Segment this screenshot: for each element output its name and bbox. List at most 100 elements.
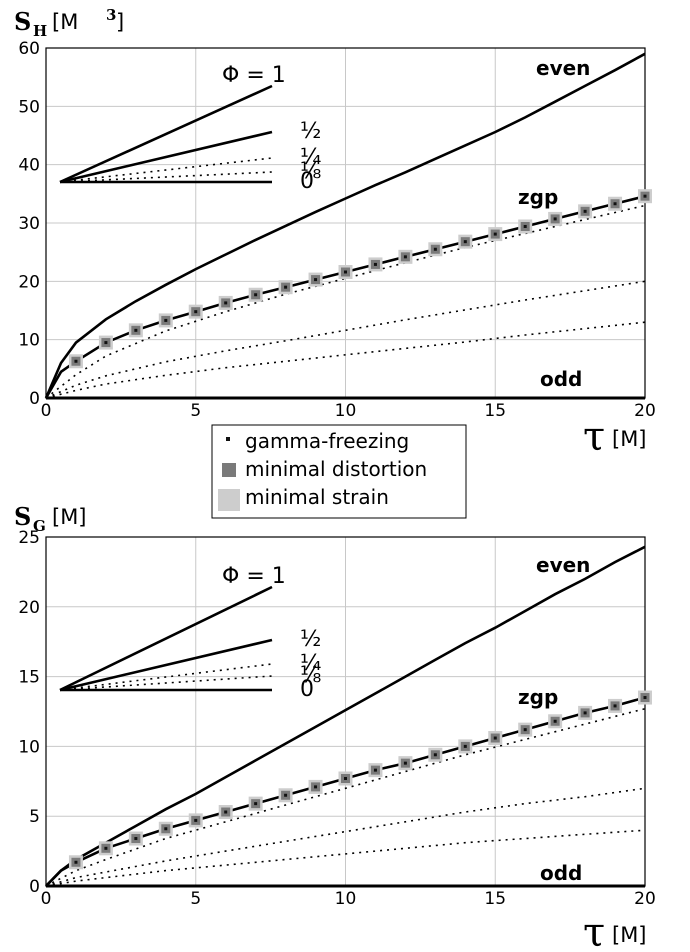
sg-series-line <box>45 707 646 887</box>
sg-ylabel-main: S <box>14 502 31 531</box>
sh-marker-gamma <box>643 194 647 198</box>
sg-marker-gamma <box>284 793 288 797</box>
sh-marker-gamma <box>74 359 78 363</box>
chart-sg: S G [M] 0 5 10 15 20 25 0 5 10 15 20 τ [M] even zg… <box>14 502 656 952</box>
sh-ylabel-unit-close: ] <box>116 10 124 34</box>
sg-marker-gamma <box>613 704 617 708</box>
legend-marker-strain <box>218 489 240 511</box>
sg-marker-gamma <box>314 785 318 789</box>
sg-marker-gamma <box>134 837 138 841</box>
sh-marker-gamma <box>284 285 288 289</box>
sg-marker-gamma <box>463 744 467 748</box>
sh-marker-gamma <box>314 278 318 282</box>
sg-xtick-label: 20 <box>634 889 656 909</box>
sg-xlabel-unit: [M] <box>612 923 647 947</box>
sh-inset-label: ¼ <box>300 145 321 170</box>
sg-marker-gamma <box>373 768 377 772</box>
chart-sh: S H [M 3 ] 0 10 20 30 40 50 60 0 5 10 15 20 τ [M] e… <box>14 6 656 460</box>
sh-marker-gamma <box>493 232 497 236</box>
sh-inset-line <box>59 157 273 183</box>
sh-series-line <box>45 321 646 399</box>
sh-inset-phi-value: = 1 <box>246 63 285 88</box>
sh-plot-area: 0 10 20 30 40 50 60 0 5 10 15 20 <box>18 39 655 421</box>
legend-marker-gamma <box>226 437 230 441</box>
sh-xtick-label: 15 <box>484 401 506 421</box>
sg-marker-gamma <box>523 728 527 732</box>
sg-marker-gamma <box>224 810 228 814</box>
legend-label-strain: minimal strain <box>245 485 389 509</box>
sh-marker-gamma <box>553 217 557 221</box>
sg-ytick-label: 20 <box>18 598 40 618</box>
sh-xtick-label: 10 <box>335 401 357 421</box>
sh-inset-line <box>59 130 273 184</box>
sh-ytick-label: 40 <box>18 156 40 176</box>
sg-inset-line <box>59 638 273 692</box>
sg-inset-label: ¼ <box>300 651 321 676</box>
sg-phi-inset: Φ = 1 ½¼⅛0 <box>59 564 321 702</box>
sh-inset-label: Φ = 1 <box>222 63 286 88</box>
sh-marker-gamma <box>373 262 377 266</box>
sh-marker-gamma <box>433 247 437 251</box>
sh-marker-gamma <box>224 301 228 305</box>
sh-marker-gamma <box>134 328 138 332</box>
sg-label-zgp: zgp <box>518 685 558 709</box>
sg-inset-label: Φ = 1 <box>222 564 286 589</box>
sh-xtick-label: 0 <box>41 401 52 421</box>
sh-xtick-label: 20 <box>634 401 656 421</box>
sh-marker-gamma <box>583 209 587 213</box>
sh-marker-gamma <box>164 318 168 322</box>
sg-ytick-label: 0 <box>29 877 40 897</box>
sh-marker-gamma <box>104 341 108 345</box>
sg-plot-area: 0 5 10 15 20 25 0 5 10 15 20 <box>18 528 655 909</box>
sg-marker-gamma <box>194 818 198 822</box>
sh-xtick-label: 5 <box>190 401 201 421</box>
sh-marker-gamma <box>523 225 527 228</box>
sg-marker-gamma <box>104 846 108 850</box>
legend-box <box>211 424 467 519</box>
sg-marker-gamma <box>433 753 437 757</box>
sg-xlabel-symbol: τ <box>583 910 605 952</box>
sh-series-line <box>44 194 646 399</box>
sg-ylabel-sub: G <box>33 517 46 535</box>
sg-ylabel-unit: [M] <box>52 505 87 529</box>
sg-inset-line <box>59 663 273 691</box>
sg-marker-gamma <box>254 802 258 806</box>
sg-inset-line <box>59 675 273 691</box>
sg-marker-gamma <box>344 777 347 781</box>
sg-marker-gamma <box>553 719 557 723</box>
sh-ytick-label: 50 <box>18 97 40 117</box>
sh-marker-gamma <box>194 310 198 314</box>
sh-ylabel-sub: H <box>33 22 47 40</box>
sg-series-line <box>45 787 646 887</box>
sg-marker-gamma <box>493 736 497 740</box>
sg-marker-gamma <box>74 860 78 864</box>
sh-xlabel-symbol: τ <box>583 414 605 460</box>
sh-ytick-label: 0 <box>29 389 40 409</box>
sg-inset-line <box>59 585 273 692</box>
legend-marker-distortion <box>222 463 236 477</box>
legend-label-distortion: minimal distortion <box>245 457 427 481</box>
sh-marker-gamma <box>344 270 347 274</box>
sh-xlabel-unit: [M] <box>612 427 647 451</box>
sg-label-even: even <box>536 553 590 577</box>
sh-ylabel-unit-sup: 3 <box>106 6 116 24</box>
sg-series-line <box>45 696 646 887</box>
sh-phi-inset: Φ = 1 ½¼⅛0 <box>59 63 321 194</box>
sh-ytick-label: 30 <box>18 214 40 234</box>
sg-series-line <box>45 829 646 887</box>
sg-marker-gamma <box>164 827 168 831</box>
sg-ytick-label: 15 <box>18 668 40 688</box>
sh-series-line <box>44 52 646 399</box>
sh-marker-gamma <box>403 255 407 259</box>
sh-marker-gamma <box>613 202 617 206</box>
legend: gamma-freezing minimal distortion minima… <box>211 424 467 519</box>
sg-inset-phi-value: = 1 <box>246 564 285 589</box>
sh-ytick-label: 20 <box>18 272 40 292</box>
sh-ylabel-unit: [M <box>52 10 78 34</box>
sg-marker-gamma <box>643 696 647 700</box>
sh-inset-phi-symbol: Φ <box>222 63 246 88</box>
sg-marker-gamma <box>403 761 407 765</box>
legend-label-gamma: gamma-freezing <box>245 429 409 453</box>
sg-xtick-label: 10 <box>335 889 357 909</box>
